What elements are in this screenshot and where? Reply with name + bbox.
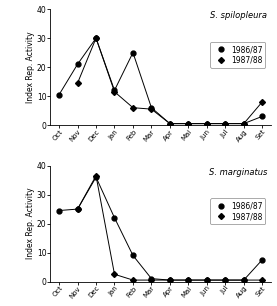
Text: S. spilopleura: S. spilopleura <box>210 12 267 21</box>
Y-axis label: Index Rep. Activity: Index Rep. Activity <box>26 31 35 103</box>
Y-axis label: Index Rep. Activity: Index Rep. Activity <box>26 188 35 259</box>
Text: S. marginatus: S. marginatus <box>209 168 267 177</box>
Legend: 1986/87, 1987/88: 1986/87, 1987/88 <box>210 42 265 68</box>
Legend: 1986/87, 1987/88: 1986/87, 1987/88 <box>210 198 265 224</box>
